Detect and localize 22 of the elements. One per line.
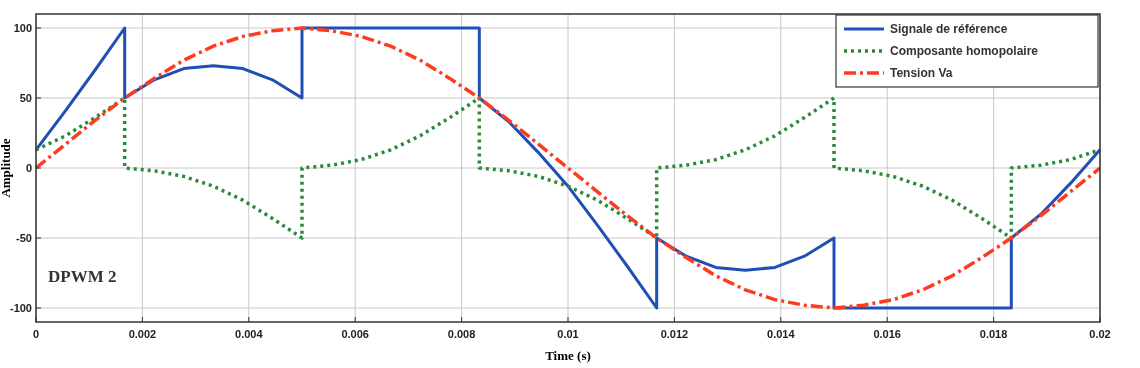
x-tick-label: 0.004	[235, 328, 264, 340]
x-tick-label: 0.018	[979, 328, 1008, 340]
x-tick-label: 0	[32, 328, 40, 340]
y-axis-title: Amplitude	[0, 138, 13, 198]
annotation: DPWM 2	[48, 267, 117, 286]
x-tick-label: 0.008	[447, 328, 476, 340]
x-tick-label: 0.02	[1089, 328, 1111, 340]
legend-label: Composante homopolaire	[890, 44, 1039, 58]
legend-label: Signale de référence	[890, 22, 1008, 36]
x-tick-label: 0.016	[873, 328, 901, 340]
x-axis-title: Time (s)	[545, 348, 591, 363]
legend-label: Tension Va	[890, 66, 953, 80]
y-tick-label: 50	[19, 92, 32, 104]
y-tick-label: 0	[25, 162, 32, 174]
x-tick-label: 0.014	[767, 328, 796, 340]
x-tick-label: 0.012	[660, 328, 689, 340]
y-tick-label: -50	[16, 232, 32, 244]
x-tick-label: 0.002	[128, 328, 157, 340]
x-tick-label: 0.01	[557, 328, 579, 340]
y-tick-label: 100	[13, 22, 32, 34]
y-tick-label: -100	[9, 302, 32, 314]
x-tick-label: 0.006	[341, 328, 369, 340]
